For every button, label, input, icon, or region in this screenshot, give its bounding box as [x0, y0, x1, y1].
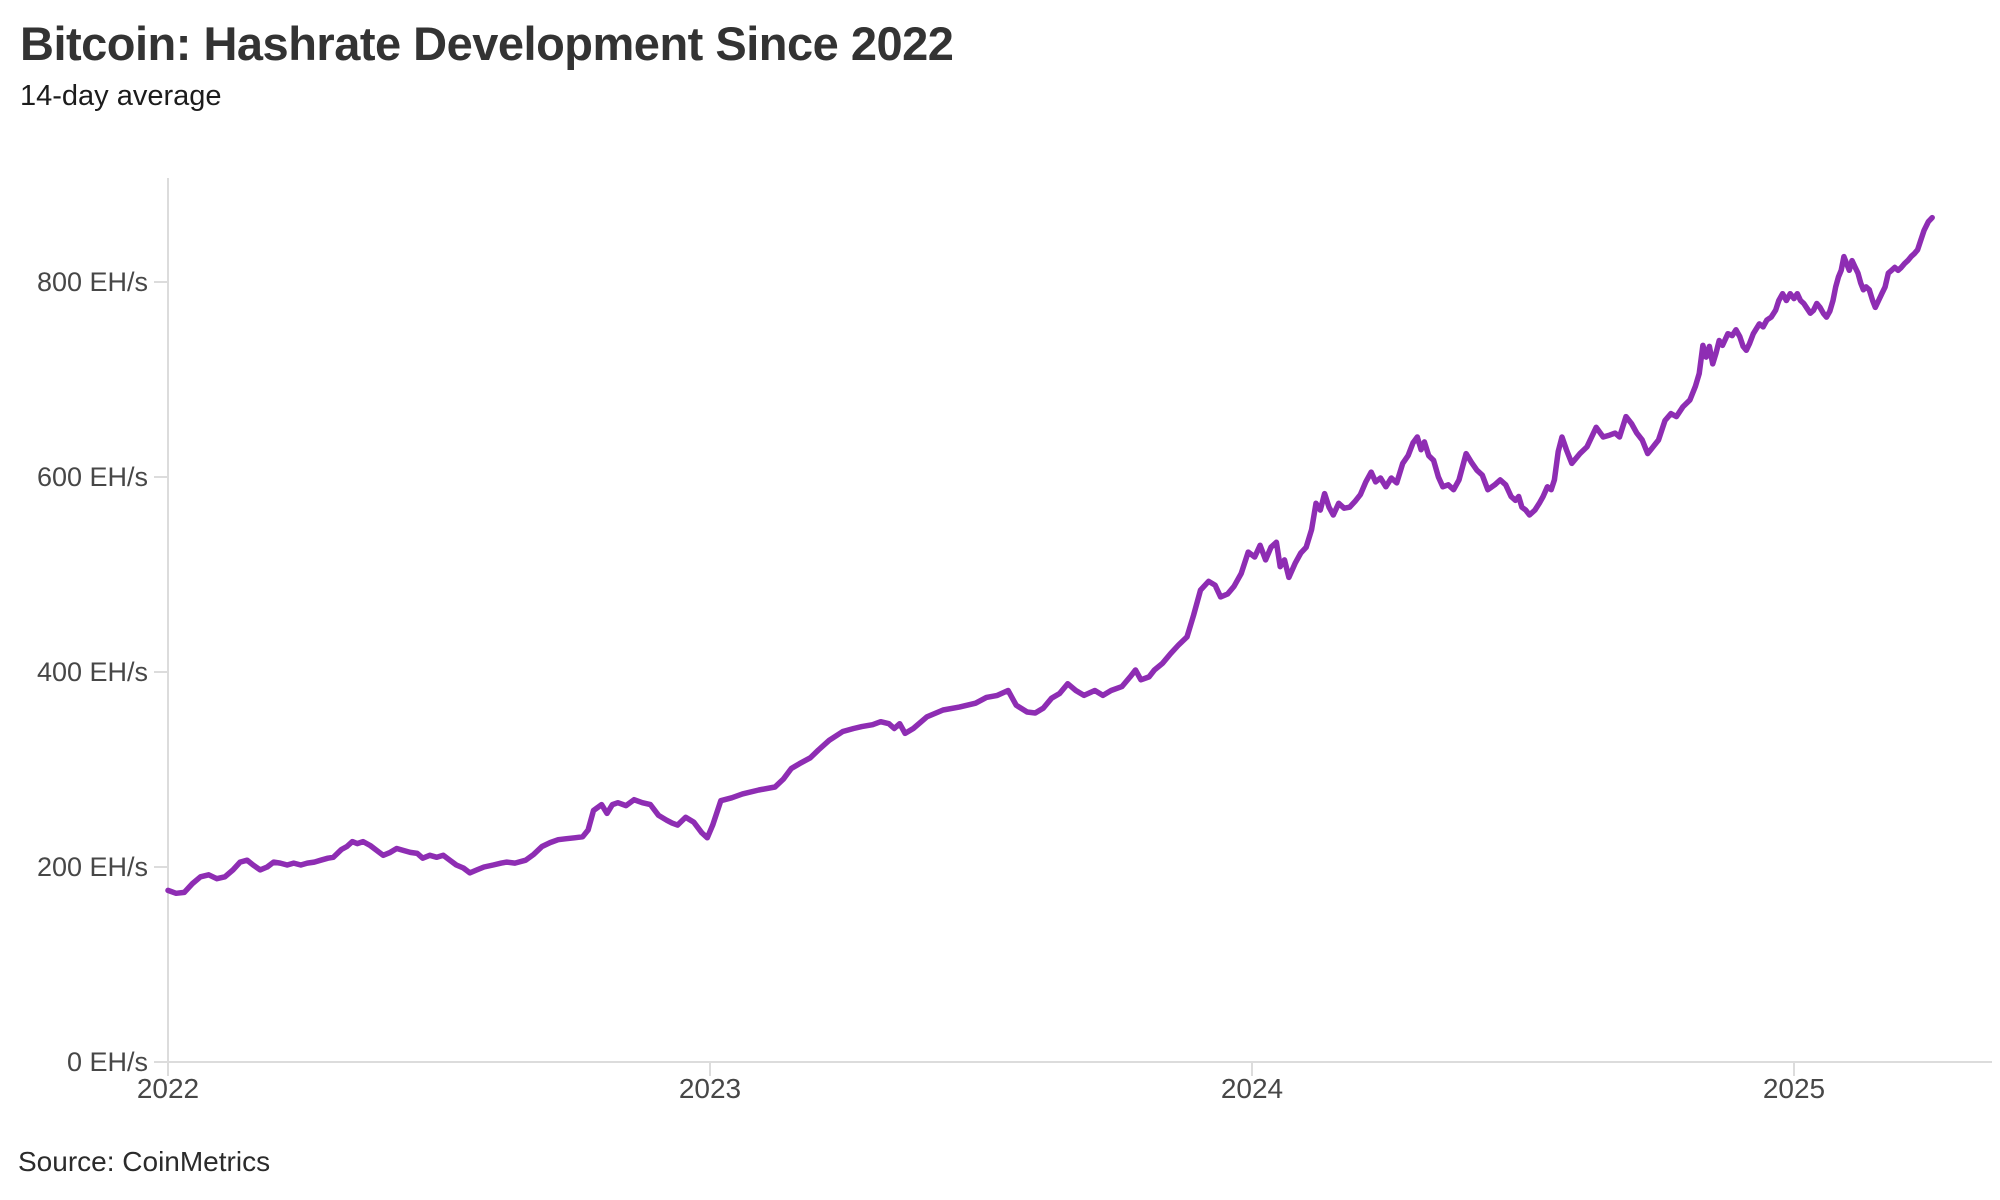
chart-subtitle: 14-day average — [20, 80, 222, 112]
y-tick-label: 600 EH/s — [36, 462, 148, 492]
chart-title: Bitcoin: Hashrate Development Since 2022 — [20, 17, 954, 70]
y-tick-label: 400 EH/s — [36, 657, 148, 687]
x-tick-label: 2022 — [136, 1073, 200, 1104]
source-note: Source: CoinMetrics — [18, 1146, 271, 1177]
x-tick-label: 2023 — [678, 1073, 742, 1104]
x-tick-label: 2024 — [1220, 1073, 1284, 1104]
y-tick-label: 200 EH/s — [36, 852, 148, 882]
x-tick-label: 2025 — [1762, 1073, 1826, 1104]
y-tick-label: 800 EH/s — [36, 267, 148, 297]
y-tick-label: 0 EH/s — [66, 1047, 148, 1077]
hashrate-line — [165, 214, 1935, 897]
axes — [154, 178, 1992, 1076]
